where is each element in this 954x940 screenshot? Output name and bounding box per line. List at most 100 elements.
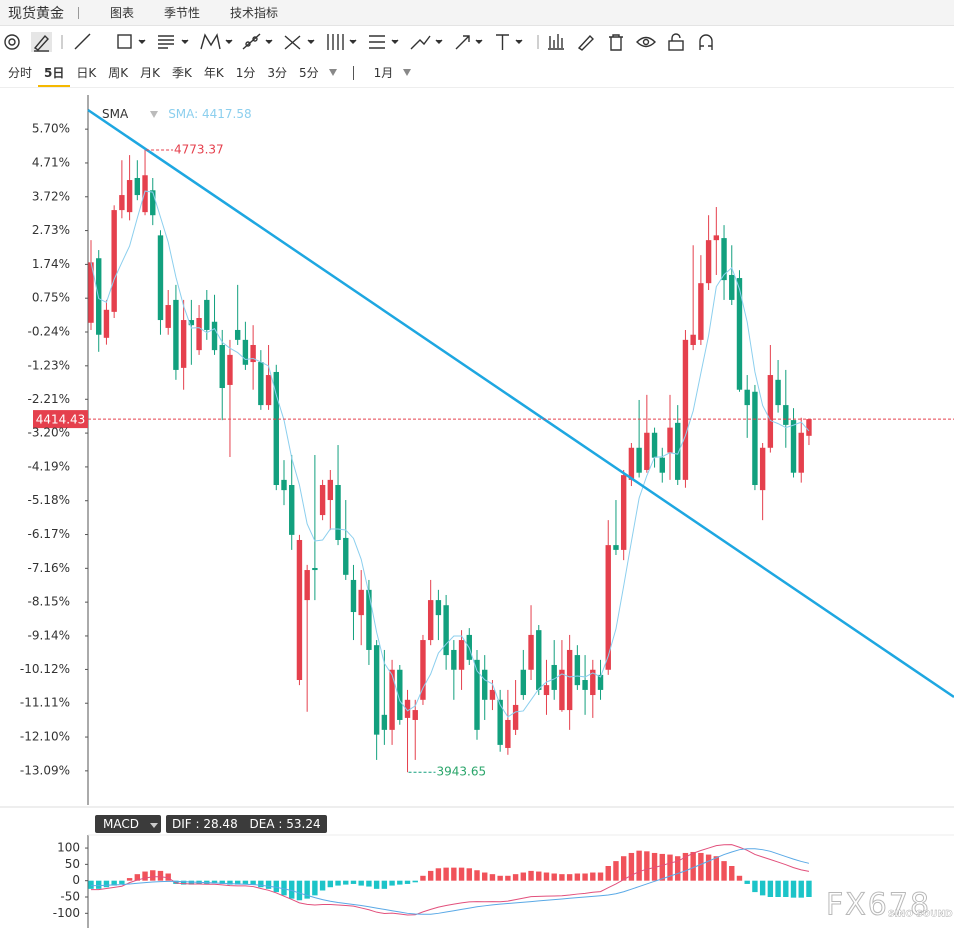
sma-line [90, 190, 810, 718]
icon[interactable] [158, 35, 189, 49]
period[interactable]: 季K [172, 65, 192, 80]
icon[interactable] [699, 34, 713, 50]
period[interactable]: 分时 [8, 65, 33, 80]
dropdown-arrow[interactable] [150, 110, 159, 118]
period[interactable]: 日K [76, 65, 97, 80]
macd-bar [381, 880, 388, 889]
period[interactable]: 5分 [299, 65, 319, 80]
macd-bar [613, 861, 619, 881]
candle-body [520, 669, 527, 696]
icon[interactable] [668, 33, 684, 51]
macd-bar [605, 866, 611, 881]
candle-body [150, 190, 156, 216]
macd-bar [134, 874, 141, 881]
candle-body [134, 177, 141, 196]
icon[interactable] [455, 35, 483, 50]
y-tick-label: -11.11% [20, 696, 70, 710]
period[interactable]: 3分 [267, 65, 288, 80]
macd-bar [721, 861, 727, 881]
candle-body [420, 640, 426, 700]
candle-body [605, 545, 611, 670]
y-tick-label: -3.20% [28, 426, 70, 440]
candle-body [551, 664, 557, 690]
icon[interactable] [369, 35, 399, 49]
candle-body [482, 669, 488, 700]
candle-body [451, 649, 457, 670]
y-tick-label: -4.19% [28, 459, 70, 473]
low-label: 3943.65 [437, 765, 487, 779]
candle-body [126, 180, 133, 213]
candle-body [620, 475, 627, 550]
candle-body [443, 605, 449, 656]
indicator-name[interactable]: SMA [102, 107, 129, 121]
candle-body [582, 680, 588, 690]
tab[interactable]: 季节性 [164, 5, 201, 20]
icon[interactable] [548, 34, 564, 50]
icon[interactable] [410, 35, 443, 50]
candle-body [188, 320, 195, 326]
dropdown-arrow[interactable] [403, 69, 412, 76]
candle-body [759, 447, 766, 491]
candle-body [366, 589, 372, 650]
y-tick-label: -13.09% [20, 763, 70, 777]
icon[interactable] [4, 34, 20, 50]
period[interactable]: 1分 [235, 65, 256, 80]
candle-body [690, 334, 696, 345]
candle-body [204, 299, 210, 330]
tab[interactable]: 技术指标 [230, 5, 279, 20]
series-value: 28.48 [203, 817, 238, 831]
macd-bar [458, 867, 465, 881]
period[interactable]: 年K [203, 65, 224, 80]
trend-line[interactable] [87, 108, 954, 699]
icon[interactable] [636, 36, 656, 48]
candle-body [474, 659, 480, 730]
dropdown-arrow[interactable] [328, 69, 337, 76]
candle-body [157, 235, 164, 321]
macd-bar [180, 880, 187, 885]
candle-body [381, 714, 388, 730]
icon[interactable] [496, 34, 523, 50]
candle-body [404, 699, 411, 718]
candle-body [412, 710, 418, 720]
macd-bar [412, 880, 418, 883]
y-tick-label: 3.72% [32, 189, 70, 203]
candle-body [752, 391, 758, 486]
icon[interactable] [577, 34, 594, 51]
macd-bar [258, 880, 264, 888]
icon[interactable] [609, 34, 623, 51]
candle-body [675, 422, 681, 480]
candle-body [590, 669, 596, 696]
y-tick-label: -50 [60, 890, 80, 904]
macd-legend: MACD DIF28.48 DEA53.24 [95, 815, 327, 833]
macd-line [91, 848, 810, 915]
indicator-select[interactable]: MACD [95, 815, 161, 833]
tab[interactable]: 图表 [110, 5, 135, 20]
icon[interactable] [31, 32, 52, 52]
icon[interactable] [200, 33, 233, 50]
period[interactable]: 周K [108, 65, 129, 80]
macd-bar [397, 880, 403, 885]
macd-bar [798, 880, 804, 898]
y-tick-label: -0.24% [28, 325, 70, 339]
macd-bar [736, 875, 743, 881]
macd-bar [103, 880, 110, 888]
icon[interactable] [327, 34, 357, 50]
macd-bar [767, 880, 774, 897]
period[interactable]: 5日 [38, 59, 71, 87]
range[interactable]: 1月 [373, 65, 394, 80]
candle-body [250, 344, 256, 363]
candle-body [651, 432, 658, 458]
period-bar: 分时 5日 日K 周K 月K 季K 年K 1分 3分 5分 1月 [0, 58, 954, 88]
icon[interactable] [117, 34, 146, 49]
macd-bar [443, 867, 449, 881]
candle-body [458, 640, 465, 670]
macd-bar [682, 852, 689, 881]
icon[interactable] [74, 33, 91, 50]
icon[interactable] [242, 33, 273, 50]
macd-bar [512, 874, 519, 881]
macd-bar [752, 880, 758, 893]
y-tick-label: 1.74% [32, 257, 70, 271]
candle-body [258, 362, 264, 406]
icon[interactable] [284, 35, 315, 50]
period[interactable]: 月K [140, 65, 160, 80]
